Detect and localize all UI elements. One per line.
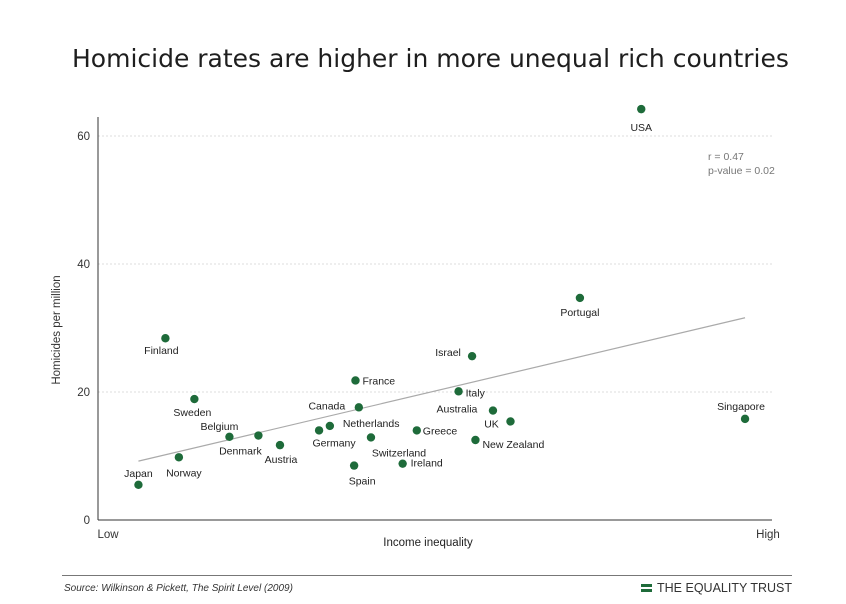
data-point-germany [314, 426, 324, 435]
data-point-new-zealand [471, 435, 480, 445]
data-point-usa [637, 104, 646, 114]
point-label: Germany [312, 437, 356, 449]
equality-trust-logo-icon [641, 584, 653, 592]
point-label: Ireland [411, 458, 443, 470]
point-label: Belgium [200, 421, 238, 433]
data-point-portugal [575, 293, 585, 303]
data-point-ireland [398, 459, 407, 468]
point-label: Denmark [219, 446, 262, 458]
y-tick-label: 20 [77, 387, 90, 399]
point-label: Greece [423, 425, 458, 437]
point-label: Finland [144, 345, 179, 357]
x-low-label: Low [97, 529, 119, 541]
data-point-canada [354, 403, 364, 412]
scatter-chart: 0 20 40 60 Low High Income inequality Homicides… [51, 104, 780, 549]
source-note: Source: Wilkinson & Pickett, The Spirit … [64, 583, 293, 594]
data-point-italy [454, 387, 463, 396]
point-label: Australia [437, 404, 478, 416]
data-point-uk [506, 417, 515, 426]
point-label: Japan [124, 468, 153, 480]
stats-annotation: p-value = 0.02 [708, 165, 775, 177]
y-axis-title: Homicides per million [51, 275, 63, 384]
point-label: Italy [466, 387, 486, 399]
y-tick-label: 0 [84, 515, 90, 527]
data-point-norway [174, 453, 184, 462]
x-high-label: High [756, 529, 780, 541]
data-point-denmark [254, 431, 263, 440]
data-point-israel [467, 351, 477, 361]
point-label: Canada [308, 400, 345, 412]
point-label: Norway [166, 467, 202, 479]
brand-logo: THE EQUALITY TRUST [641, 581, 792, 595]
data-point-australia [488, 406, 498, 415]
data-point-france [351, 376, 360, 385]
point-label: Israel [435, 347, 461, 359]
point-label: Spain [349, 476, 376, 488]
data-point-japan [134, 480, 143, 489]
chart-title: Homicide rates are higher in more unequa… [72, 44, 789, 73]
data-point-netherlands [325, 421, 335, 431]
point-label: Austria [265, 454, 298, 466]
data-point-sweden [190, 394, 199, 404]
point-label: USA [630, 122, 652, 134]
data-point-spain [349, 461, 359, 470]
point-label: Portugal [560, 307, 599, 319]
point-label: UK [484, 418, 499, 430]
point-label: Sweden [173, 407, 211, 419]
trend-line [138, 317, 746, 462]
point-label: Switzerland [372, 447, 426, 459]
data-point-singapore [740, 414, 750, 424]
x-axis-title: Income inequality [383, 537, 473, 549]
stats-annotation: r = 0.47 [708, 151, 744, 163]
data-point-finland [161, 334, 170, 343]
data-point-belgium [225, 432, 234, 441]
footer-divider [62, 575, 792, 576]
point-label: Singapore [717, 401, 765, 413]
brand-name: THE EQUALITY TRUST [657, 581, 792, 595]
data-point-austria [275, 440, 285, 450]
point-label: New Zealand [482, 439, 544, 451]
point-label: Netherlands [343, 418, 400, 430]
point-label: France [362, 375, 395, 387]
data-point-switzerland [366, 433, 376, 442]
y-tick-label: 60 [77, 131, 90, 143]
y-tick-label: 40 [77, 259, 90, 271]
data-point-greece [412, 426, 422, 435]
